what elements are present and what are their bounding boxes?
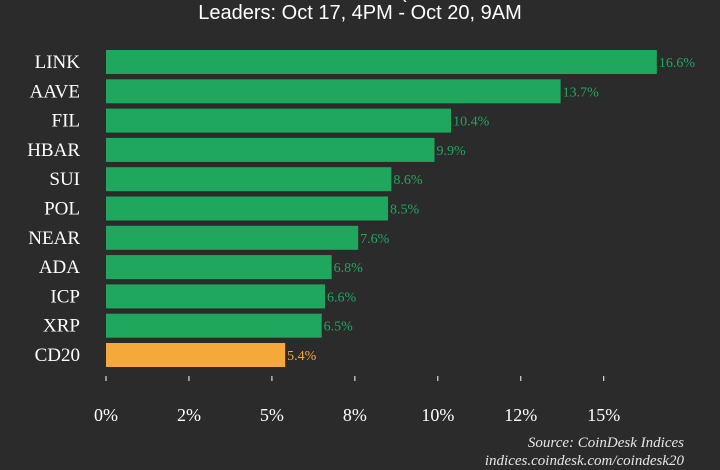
category-label: ICP <box>50 286 80 307</box>
x-tick-label: 15% <box>587 405 620 425</box>
category-label: AAVE <box>30 81 80 102</box>
bar <box>106 343 286 367</box>
source-note: Source: CoinDesk Indices indices.coindes… <box>485 434 684 470</box>
bar <box>106 196 389 221</box>
bar <box>106 108 452 133</box>
chart-subtitle: Leaders: Oct 17, 4PM - Oct 20, 9AM <box>198 2 522 24</box>
category-label: HBAR <box>27 140 80 161</box>
category-label: ADA <box>39 257 80 278</box>
bar <box>106 255 332 280</box>
x-tick-label: 0% <box>94 405 118 425</box>
data-label: 6.8% <box>334 261 364 276</box>
bar <box>106 79 561 104</box>
chart-title-partial: ( <box>400 0 407 3</box>
x-tick-label: 2% <box>177 405 201 425</box>
category-label: SUI <box>49 169 80 190</box>
bar <box>106 137 435 162</box>
x-tick-label: 5% <box>260 405 284 425</box>
bar <box>106 313 322 338</box>
source-line: Source: CoinDesk Indices <box>527 435 684 451</box>
x-tick-label: 12% <box>504 405 537 425</box>
category-label: LINK <box>35 52 81 73</box>
data-label: 8.5% <box>390 203 420 218</box>
data-label: 10.4% <box>453 115 490 130</box>
data-label: 13.7% <box>563 85 600 100</box>
data-label: 5.4% <box>287 349 317 364</box>
bar <box>106 225 359 250</box>
bar <box>106 50 657 74</box>
bar <box>106 284 325 309</box>
x-tick-label: 10% <box>421 405 454 425</box>
category-label: POL <box>44 199 80 220</box>
source-url: indices.coindesk.com/coindesk20 <box>484 453 684 469</box>
data-label: 7.6% <box>360 232 390 247</box>
category-label: FIL <box>52 111 81 132</box>
data-label: 6.5% <box>324 320 354 335</box>
data-label: 6.6% <box>327 290 357 305</box>
x-tick-label: 8% <box>343 405 367 425</box>
data-label: 16.6% <box>659 56 696 71</box>
data-label: 9.9% <box>437 144 467 159</box>
data-label: 8.6% <box>393 173 423 188</box>
category-label: CD20 <box>35 345 80 366</box>
category-label: XRP <box>43 316 80 337</box>
category-label: NEAR <box>28 228 80 249</box>
bar <box>106 167 392 192</box>
